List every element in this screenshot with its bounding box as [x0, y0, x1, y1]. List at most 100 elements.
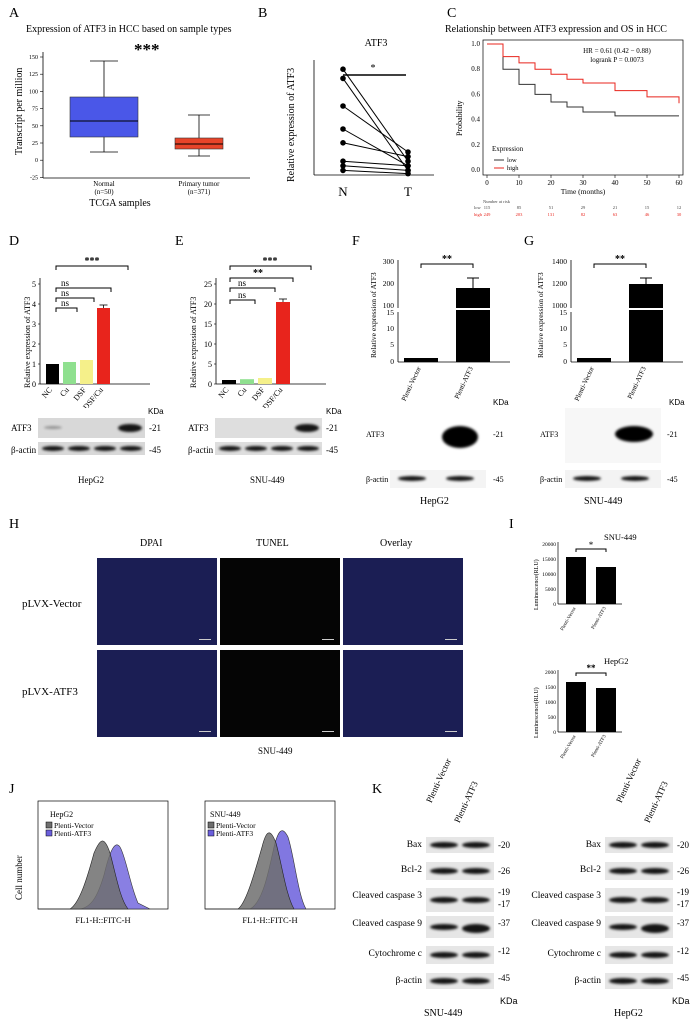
svg-text:82: 82 [581, 212, 586, 217]
panel-f-cell-label: HepG2 [420, 496, 449, 507]
svg-text:Plenti-Vector: Plenti-Vector [560, 606, 578, 632]
km-curve-high [487, 43, 680, 104]
panel-e-bar-chart: Relative expression of ATF3 25 20 15 10 5 0 *… [189, 256, 326, 408]
bar-cu [63, 362, 76, 384]
tumor-point [405, 170, 411, 177]
a-ytick: 150 [29, 55, 38, 61]
svg-text:Plenti-ATF3: Plenti-ATF3 [216, 829, 253, 838]
panel-j-histograms: Cell number HepG2 Plenti-Vector Plenti-A… [14, 800, 336, 925]
k-blot-strip [426, 946, 494, 964]
panel-g-bar-chart: Relative expression of ATF3 1400 1200 10… [536, 254, 683, 402]
svg-text:Plenti-ATF3: Plenti-ATF3 [453, 365, 475, 400]
svg-text:SNU-449: SNU-449 [210, 810, 241, 819]
svg-text:20: 20 [204, 300, 212, 309]
svg-text:1400: 1400 [552, 257, 567, 266]
panel-e-actin-label: β-actin [188, 445, 214, 455]
k-protein-label: Bcl-2 [579, 865, 601, 875]
k-blot-strip [605, 946, 673, 964]
tumor-point [405, 153, 411, 160]
c-ytick: 0.8 [471, 65, 480, 73]
svg-text:Plenti-ATF3: Plenti-ATF3 [591, 734, 608, 758]
svg-text:4: 4 [32, 300, 36, 309]
panel-j-ylabel: Cell number [14, 855, 24, 900]
svg-text:12: 12 [677, 205, 682, 210]
svg-text:21: 21 [613, 205, 618, 210]
svg-text:15: 15 [560, 308, 568, 317]
svg-text:1000: 1000 [545, 700, 556, 706]
c-xtick: 0 [485, 179, 489, 187]
svg-text:Plenti-Vector: Plenti-Vector [400, 365, 423, 402]
c-ytick: 0.6 [471, 90, 480, 98]
bar-nc [222, 380, 236, 384]
panel-f-bar-chart: Relative expression of ATF3 300 200 100 … [369, 254, 510, 402]
panel-e-ylabel: Relative expression of ATF3 [189, 297, 198, 388]
normal-point [340, 75, 346, 82]
svg-text:ns: ns [238, 290, 247, 300]
k-blot-strip [426, 862, 494, 880]
panel-e-atf3-blot [215, 418, 322, 438]
svg-text:5: 5 [208, 360, 212, 369]
svg-text:ns: ns [238, 278, 247, 288]
panel-h-col-dapi: DPAI [140, 538, 163, 549]
normal-point [340, 126, 346, 132]
panel-c-title: Relationship between ATF3 expression and… [445, 24, 667, 35]
k-blot-strip [426, 888, 494, 912]
svg-text:100: 100 [383, 301, 395, 310]
panel-d-cell-label: HepG2 [78, 475, 104, 485]
svg-text:15000: 15000 [542, 557, 556, 563]
panel-label-i: I [509, 517, 514, 532]
svg-text:Number at risk: Number at risk [483, 199, 511, 204]
k-protein-label: Cytochrome c [368, 949, 422, 959]
svg-text:46: 46 [645, 212, 650, 217]
panel-g-actin-blot [565, 470, 661, 488]
pair-line [342, 68, 409, 162]
svg-text:Plenti-ATF3: Plenti-ATF3 [591, 606, 608, 630]
panel-h-cell-label: SNU-449 [258, 746, 293, 756]
micrograph-atf3-dapi [97, 650, 217, 737]
svg-text:15: 15 [645, 205, 650, 210]
svg-text:131: 131 [548, 212, 555, 217]
svg-text:51: 51 [549, 205, 554, 210]
normal-point [340, 163, 346, 169]
k-blot-strip [605, 973, 673, 989]
a-ytick: -25 [30, 175, 38, 181]
panel-c-ylabel: Probability [455, 100, 464, 136]
panel-d-actin-blot [38, 442, 145, 455]
svg-text:300: 300 [383, 257, 395, 266]
svg-text:ns: ns [61, 278, 70, 288]
svg-text:1200: 1200 [552, 279, 567, 288]
svg-text:0: 0 [208, 380, 212, 389]
panel-c-hr: HR = 0.61 (0.42 − 0.88) [583, 47, 651, 55]
a-ytick: 100 [29, 89, 38, 95]
panel-a-ylabel: Transcript per million [14, 68, 25, 155]
k-protein-label: Cleaved caspase 3 [352, 891, 422, 901]
panel-d-ylabel: Relative expression of ATF3 [23, 297, 32, 388]
panel-i-bar-charts: SNU-449 Luminescence(RLU) 20000 15000 10… [533, 532, 637, 760]
snu-vector-bar [566, 557, 586, 604]
svg-text:5: 5 [32, 280, 36, 289]
bar-dsf [258, 378, 272, 384]
svg-text:30: 30 [677, 212, 682, 217]
k-blot-strip [426, 973, 494, 989]
panel-a-significance: *** [134, 40, 160, 59]
svg-text:***: *** [85, 256, 100, 267]
panel-f-actin-blot [390, 470, 486, 488]
k-protein-label: Bax [406, 840, 422, 850]
panel-label-g: G [524, 234, 535, 249]
svg-text:0: 0 [553, 730, 556, 736]
k-blot-strip [426, 916, 494, 938]
svg-text:Plenti-ATF3: Plenti-ATF3 [626, 365, 648, 400]
panel-b-paired-plot: ATF3 Relative expression of ATF3 * N T [286, 38, 434, 199]
bar-dsf-cu [97, 308, 110, 384]
svg-text:85: 85 [517, 205, 522, 210]
svg-text:**: ** [587, 663, 597, 673]
k-protein-label: Cytochrome c [547, 949, 601, 959]
panel-label-h: H [9, 517, 20, 532]
normal-point [340, 103, 346, 109]
x-tick: NC [216, 386, 230, 400]
panel-a-boxplot: Transcript per million 150 125 100 75 50 25 0 -… [14, 52, 250, 209]
panel-k-snu-label: SNU-449 [424, 1008, 463, 1019]
svg-text:Plenti-Vector: Plenti-Vector [573, 365, 596, 402]
tumor-point [405, 149, 411, 155]
panel-g-atf3-blot [565, 408, 661, 463]
